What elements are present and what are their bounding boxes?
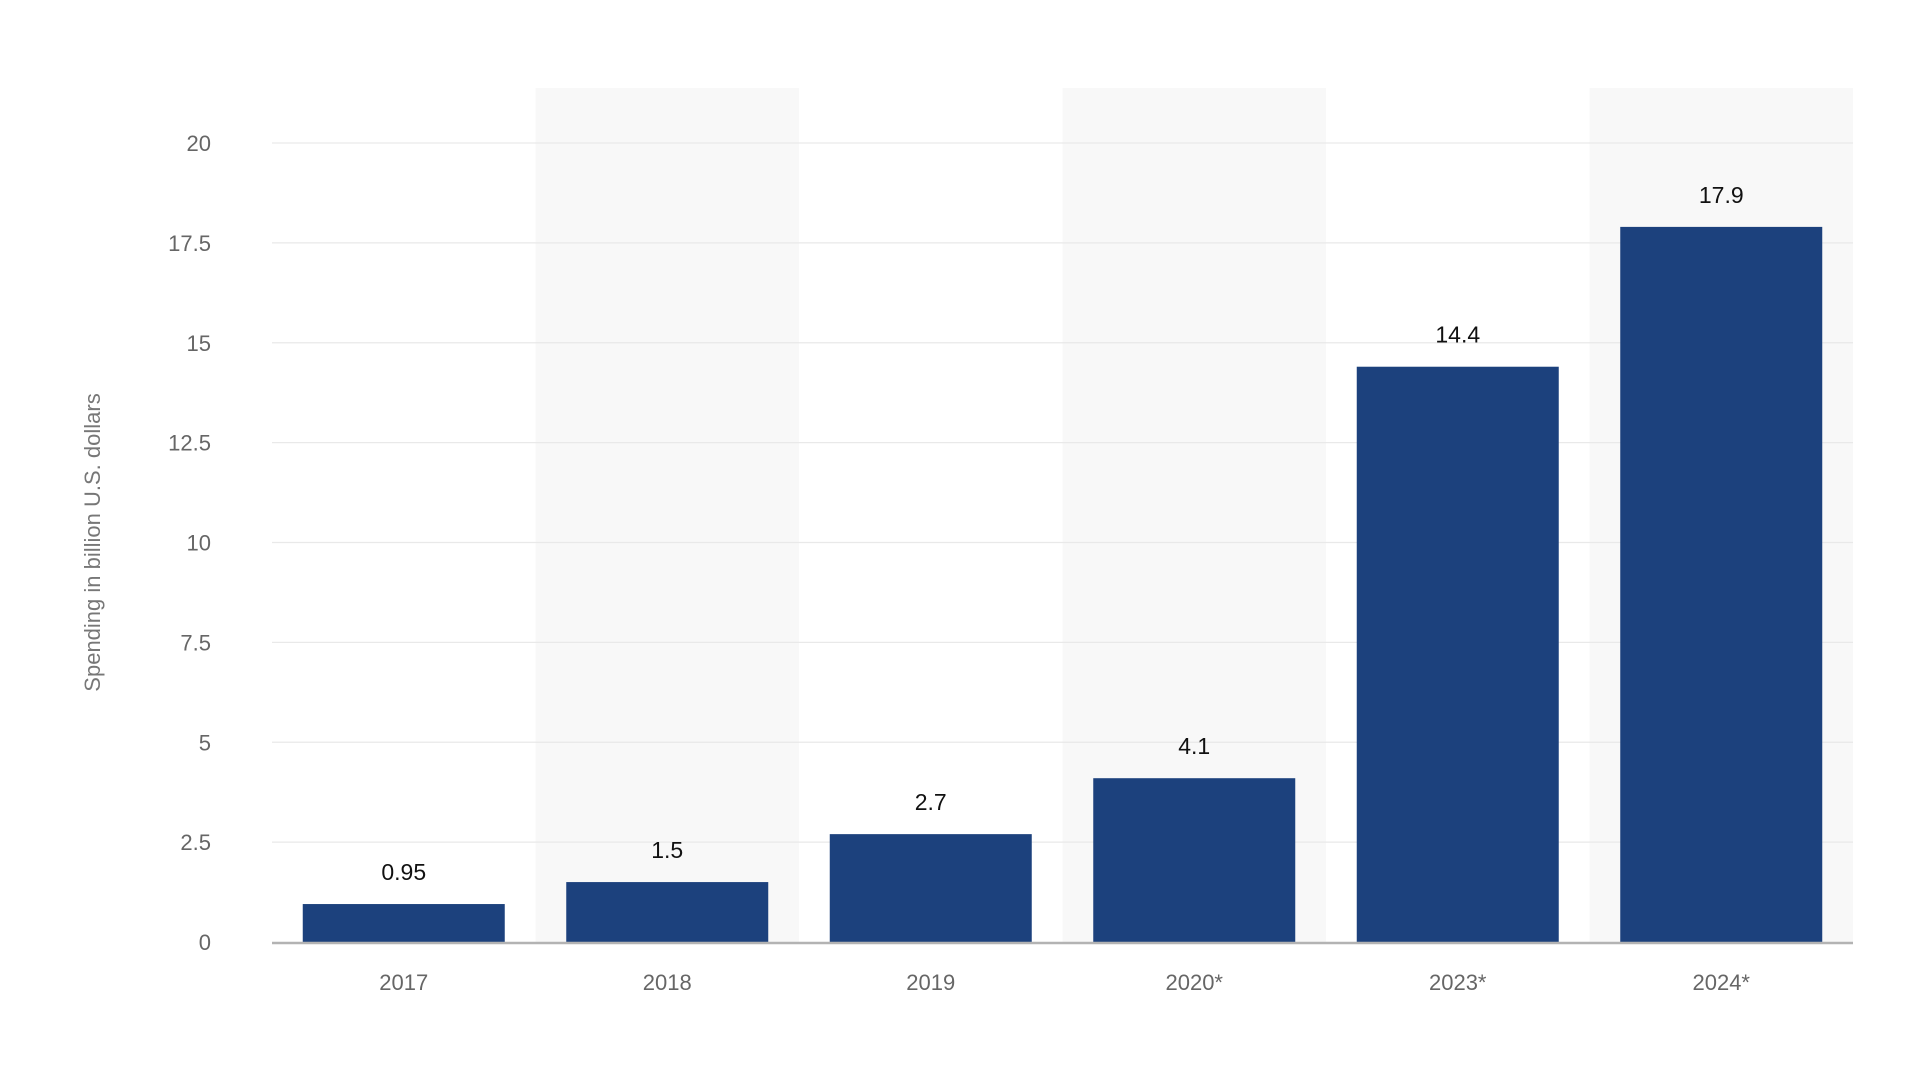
y-tick-label: 2.5 [180,830,211,855]
y-tick-label: 17.5 [168,231,211,256]
x-tick-label: 2023* [1429,970,1487,995]
y-tick-label: 7.5 [180,630,211,655]
data-label: 14.4 [1435,322,1480,348]
y-tick-label: 15 [187,331,211,356]
y-tick-label: 20 [187,131,211,156]
data-label: 1.5 [651,837,683,863]
bar-2023* [1356,366,1559,943]
bar-2018 [566,882,769,942]
bar-2019 [829,834,1032,942]
data-label: 17.9 [1699,182,1744,208]
gridlines [272,142,1853,843]
x-tick-label: 2018 [643,970,692,995]
bars [302,226,1823,943]
data-label: 0.95 [381,859,426,885]
y-axis-title: Spending in billion U.S. dollars [80,393,105,691]
y-tick-label: 12.5 [168,431,211,456]
bar-2017 [302,904,505,942]
band-1 [535,88,799,942]
y-tick-label: 5 [199,730,211,755]
data-label: 2.7 [915,789,947,815]
x-tick-label: 2019 [906,970,955,995]
y-axis-ticks: 0 2.5 5 7.5 10 12.5 15 17.5 20 [168,131,211,955]
y-tick-label: 10 [187,531,211,556]
data-labels: 0.95 1.5 2.7 4.1 14.4 17.9 [381,182,1743,885]
y-tick-label: 0 [199,930,211,955]
x-tick-label: 2020* [1165,970,1223,995]
data-label: 4.1 [1178,733,1210,759]
x-tick-label: 2017 [379,970,428,995]
x-tick-label: 2024* [1692,970,1750,995]
bar-2020* [1093,778,1296,942]
x-axis-ticks: 2017 2018 2019 2020* 2023* 2024* [379,970,1750,995]
bar-2024* [1620,226,1823,942]
